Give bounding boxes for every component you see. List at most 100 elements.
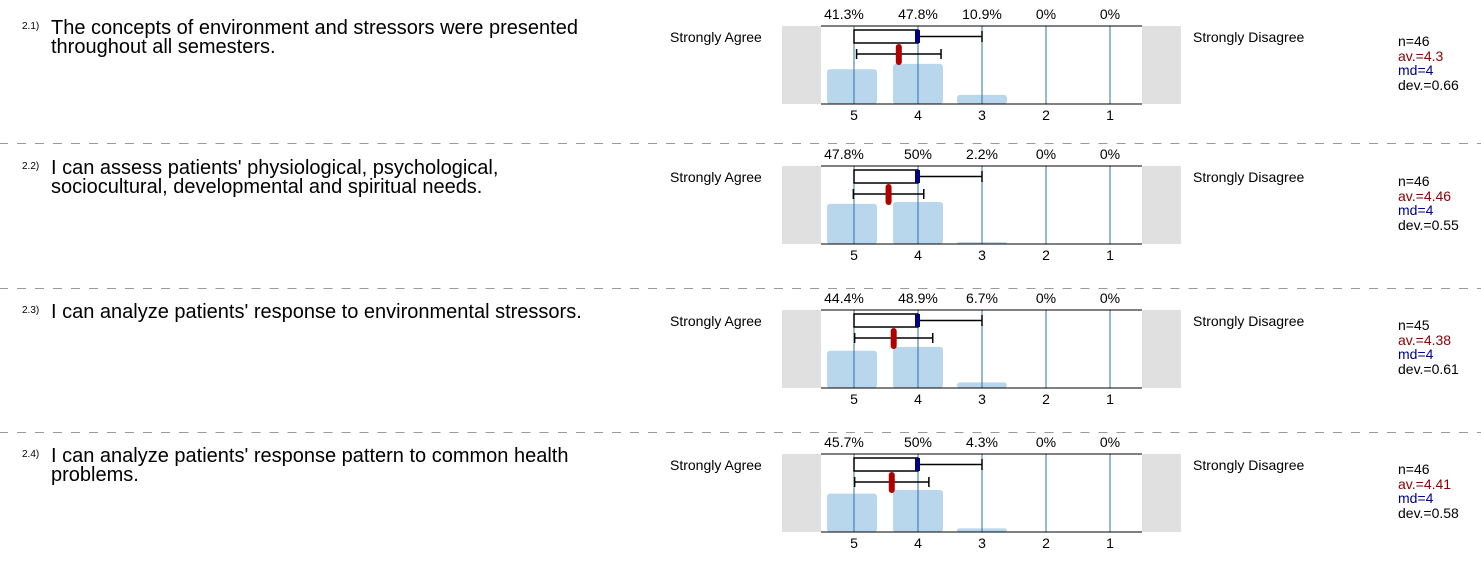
quartile-box <box>853 313 919 328</box>
survey-item: 2.2) I can assess patients' physiological… <box>0 140 1481 280</box>
distribution-chart: 45.7% 50% 4.3% 0% 0% 5 4 3 2 1 <box>821 434 1142 551</box>
stat-average: av.=4.3 <box>1398 47 1444 64</box>
tick-label: 2 <box>1042 535 1050 551</box>
percent-label: 0% <box>1100 434 1120 450</box>
scale-right-label: Strongly Disagree <box>1193 457 1305 473</box>
tick-label: 3 <box>978 247 986 263</box>
stat-deviation: dev.=0.58 <box>1398 504 1459 521</box>
tick-label: 4 <box>914 391 922 407</box>
tick-label: 5 <box>850 107 858 123</box>
percent-label: 2.2% <box>966 146 998 162</box>
item-divider <box>0 143 1481 144</box>
bar-5 <box>827 203 877 244</box>
question-text: I can analyze patients' response to envi… <box>51 301 582 323</box>
distribution-chart: 41.3% 47.8% 10.9% 0% 0% 5 4 3 2 1 <box>821 6 1142 123</box>
scale-left-label: Strongly Agree <box>670 313 762 329</box>
percent-label: 47.8% <box>898 6 938 22</box>
bar-5 <box>827 350 877 388</box>
survey-item: 2.1) The concepts of environment and stre… <box>0 0 1481 140</box>
tick-label: 5 <box>850 391 858 407</box>
percent-label: 10.9% <box>962 6 1002 22</box>
item-divider <box>0 288 1481 289</box>
item-divider <box>0 432 1481 433</box>
percent-label: 0% <box>1036 434 1056 450</box>
percent-label: 41.3% <box>824 6 864 22</box>
scale-left-label: Strongly Agree <box>670 169 762 185</box>
tick-label: 4 <box>914 247 922 263</box>
tick-label: 1 <box>1106 107 1114 123</box>
stat-median: md=4 <box>1398 490 1434 506</box>
percent-label: 50% <box>904 146 932 162</box>
stat-median: md=4 <box>1398 202 1434 218</box>
tick-label: 2 <box>1042 247 1050 263</box>
percent-label: 0% <box>1100 6 1120 22</box>
right-side-panel <box>1142 26 1181 104</box>
item-number: 2.2) <box>22 161 40 172</box>
percent-label: 0% <box>1100 146 1120 162</box>
percent-label: 0% <box>1036 146 1056 162</box>
tick-label: 2 <box>1042 391 1050 407</box>
stat-n: n=45 <box>1398 317 1430 333</box>
bar-5 <box>827 493 877 532</box>
stat-deviation: dev.=0.55 <box>1398 216 1459 233</box>
scale-left-label: Strongly Agree <box>670 29 762 45</box>
stats-block: n=46 av.=4.46 md=4 dev.=0.55 <box>1398 174 1459 232</box>
median-marker <box>915 458 920 471</box>
scale-right-label: Strongly Disagree <box>1193 29 1305 45</box>
percent-label: 6.7% <box>966 290 998 306</box>
stat-average: av.=4.46 <box>1398 187 1452 204</box>
tick-label: 1 <box>1106 247 1114 263</box>
percent-label: 0% <box>1100 290 1120 306</box>
tick-label: 5 <box>850 535 858 551</box>
stat-deviation: dev.=0.61 <box>1398 360 1459 377</box>
median-marker <box>915 170 920 183</box>
percent-label: 0% <box>1036 6 1056 22</box>
distribution-chart: 47.8% 50% 2.2% 0% 0% 5 4 3 2 1 <box>821 146 1142 263</box>
right-side-panel <box>1142 310 1181 388</box>
tick-label: 1 <box>1106 391 1114 407</box>
tick-label: 4 <box>914 107 922 123</box>
stat-n: n=46 <box>1398 33 1430 49</box>
left-side-panel <box>782 310 821 388</box>
scale-right-label: Strongly Disagree <box>1193 313 1305 329</box>
question-text: I can analyze patients' response pattern… <box>51 445 569 486</box>
percent-label: 4.3% <box>966 434 998 450</box>
tick-label: 3 <box>978 535 986 551</box>
tick-label: 1 <box>1106 535 1114 551</box>
stats-block: n=45 av.=4.38 md=4 dev.=0.61 <box>1398 318 1459 376</box>
stat-median: md=4 <box>1398 62 1434 78</box>
stat-n: n=46 <box>1398 461 1430 477</box>
tick-label: 3 <box>978 107 986 123</box>
scale-left-label: Strongly Agree <box>670 457 762 473</box>
stat-median: md=4 <box>1398 346 1434 362</box>
mean-marker <box>890 328 897 349</box>
percent-label: 45.7% <box>824 434 864 450</box>
quartile-box <box>853 457 919 472</box>
item-number: 2.3) <box>22 305 40 316</box>
percent-label: 50% <box>904 434 932 450</box>
bar-5 <box>827 69 877 104</box>
tick-label: 5 <box>850 247 858 263</box>
stat-deviation: dev.=0.66 <box>1398 76 1459 93</box>
left-side-panel <box>782 166 821 244</box>
survey-item: 2.4) I can analyze patients' response pat… <box>0 428 1481 568</box>
percent-label: 47.8% <box>824 146 864 162</box>
quartile-box <box>853 169 919 184</box>
median-marker <box>915 314 920 327</box>
question-text: The concepts of environment and stressor… <box>51 17 578 58</box>
stat-average: av.=4.41 <box>1398 475 1452 492</box>
tick-label: 2 <box>1042 107 1050 123</box>
percent-label: 48.9% <box>898 290 938 306</box>
tick-label: 4 <box>914 535 922 551</box>
right-side-panel <box>1142 166 1181 244</box>
mean-marker <box>888 472 895 493</box>
stats-block: n=46 av.=4.3 md=4 dev.=0.66 <box>1398 34 1459 92</box>
percent-label: 44.4% <box>824 290 864 306</box>
left-side-panel <box>782 454 821 532</box>
median-marker <box>915 30 920 43</box>
mean-marker <box>895 44 902 65</box>
tick-label: 3 <box>978 391 986 407</box>
quartile-box <box>853 29 919 44</box>
mean-marker <box>885 184 892 205</box>
percent-label: 0% <box>1036 290 1056 306</box>
